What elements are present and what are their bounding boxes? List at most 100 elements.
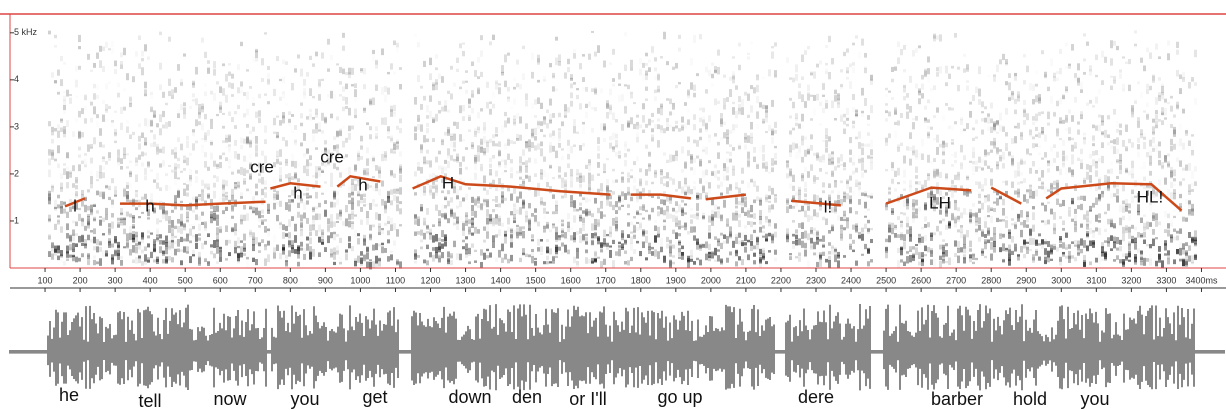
spectral-energy	[696, 73, 699, 76]
spectral-energy	[198, 198, 201, 201]
spectral-energy	[252, 244, 255, 251]
spectral-energy	[486, 255, 489, 258]
spectral-energy	[192, 81, 195, 85]
spectral-energy	[675, 121, 678, 124]
spectral-energy	[663, 220, 666, 222]
spectral-energy	[723, 234, 726, 239]
spectral-energy	[429, 174, 432, 179]
spectral-energy	[375, 204, 378, 207]
spectral-energy	[675, 223, 678, 227]
spectral-energy	[1131, 161, 1134, 168]
spectral-energy	[987, 152, 990, 156]
spectral-energy	[387, 126, 390, 131]
spectral-energy	[624, 153, 627, 157]
spectral-energy	[891, 203, 894, 205]
spectral-energy	[591, 107, 594, 110]
spectral-energy	[819, 259, 822, 267]
spectral-energy	[627, 149, 630, 152]
spectral-energy	[1137, 138, 1140, 143]
spectral-energy	[126, 126, 129, 132]
spectral-energy	[240, 240, 243, 242]
spectral-energy	[1083, 240, 1086, 248]
spectral-energy	[654, 220, 657, 223]
spectral-energy	[258, 117, 261, 123]
spectral-energy	[567, 107, 570, 112]
spectral-energy	[738, 220, 741, 227]
spectral-energy	[654, 225, 657, 230]
spectral-energy	[198, 258, 201, 266]
spectral-energy	[1089, 206, 1092, 211]
spectral-energy	[702, 243, 705, 246]
spectral-energy	[852, 191, 855, 196]
spectral-energy	[453, 134, 456, 141]
spectral-energy	[1107, 237, 1110, 243]
spectral-energy	[273, 193, 276, 198]
spectral-energy	[1041, 50, 1044, 54]
spectral-energy	[981, 229, 984, 236]
spectral-energy	[903, 181, 906, 184]
spectral-energy	[312, 208, 315, 212]
spectral-energy	[741, 99, 744, 107]
spectral-energy	[786, 173, 789, 178]
spectral-energy	[150, 92, 153, 95]
spectral-energy	[321, 130, 324, 133]
spectral-energy	[84, 165, 87, 168]
spectral-energy	[324, 200, 327, 204]
spectral-energy	[750, 122, 753, 130]
spectral-energy	[213, 213, 216, 221]
spectral-energy	[168, 37, 171, 42]
spectral-energy	[741, 199, 744, 206]
spectral-energy	[915, 150, 918, 158]
spectral-energy	[1026, 242, 1029, 244]
spectral-energy	[420, 145, 423, 153]
spectral-energy	[90, 212, 93, 216]
spectral-energy	[1131, 239, 1134, 243]
spectral-energy	[759, 102, 762, 107]
spectral-energy	[252, 57, 255, 63]
spectral-energy	[240, 91, 243, 94]
spectral-energy	[822, 83, 825, 90]
spectral-energy	[891, 179, 894, 184]
spectral-energy	[825, 128, 828, 136]
spectral-energy	[795, 123, 798, 126]
spectral-energy	[81, 253, 84, 257]
spectral-energy	[1020, 130, 1023, 132]
spectral-energy	[1113, 80, 1116, 84]
spectral-energy	[489, 164, 492, 168]
spectral-energy	[393, 223, 396, 230]
spectral-energy	[201, 243, 204, 249]
spectral-energy	[927, 100, 930, 104]
spectral-energy	[105, 215, 108, 220]
spectral-energy	[195, 214, 198, 220]
spectral-energy	[1071, 198, 1074, 204]
spectral-energy	[1116, 255, 1119, 260]
spectral-energy	[822, 140, 825, 142]
spectral-energy	[816, 64, 819, 68]
spectral-energy	[1068, 256, 1071, 263]
spectral-energy	[807, 149, 810, 153]
spectral-energy	[840, 217, 843, 221]
spectral-energy	[435, 234, 438, 242]
spectral-energy	[171, 210, 174, 213]
spectral-energy	[471, 108, 474, 113]
spectral-energy	[123, 229, 126, 235]
spectral-energy	[192, 210, 195, 213]
spectral-energy	[828, 154, 831, 161]
spectral-energy	[414, 249, 417, 256]
spectral-energy	[573, 208, 576, 212]
spectral-energy	[699, 137, 702, 141]
spectral-energy	[834, 166, 837, 171]
spectral-energy	[756, 186, 759, 192]
spectral-energy	[399, 201, 402, 204]
spectral-energy	[774, 197, 777, 202]
spectral-energy	[891, 208, 894, 213]
spectral-energy	[525, 216, 528, 223]
spectral-energy	[126, 191, 129, 199]
spectral-energy	[1140, 129, 1143, 135]
spectral-energy	[345, 249, 348, 253]
spectral-energy	[69, 207, 72, 212]
spectral-energy	[72, 255, 75, 257]
spectral-energy	[273, 203, 276, 210]
spectral-energy	[207, 233, 210, 237]
spectral-energy	[441, 239, 444, 242]
